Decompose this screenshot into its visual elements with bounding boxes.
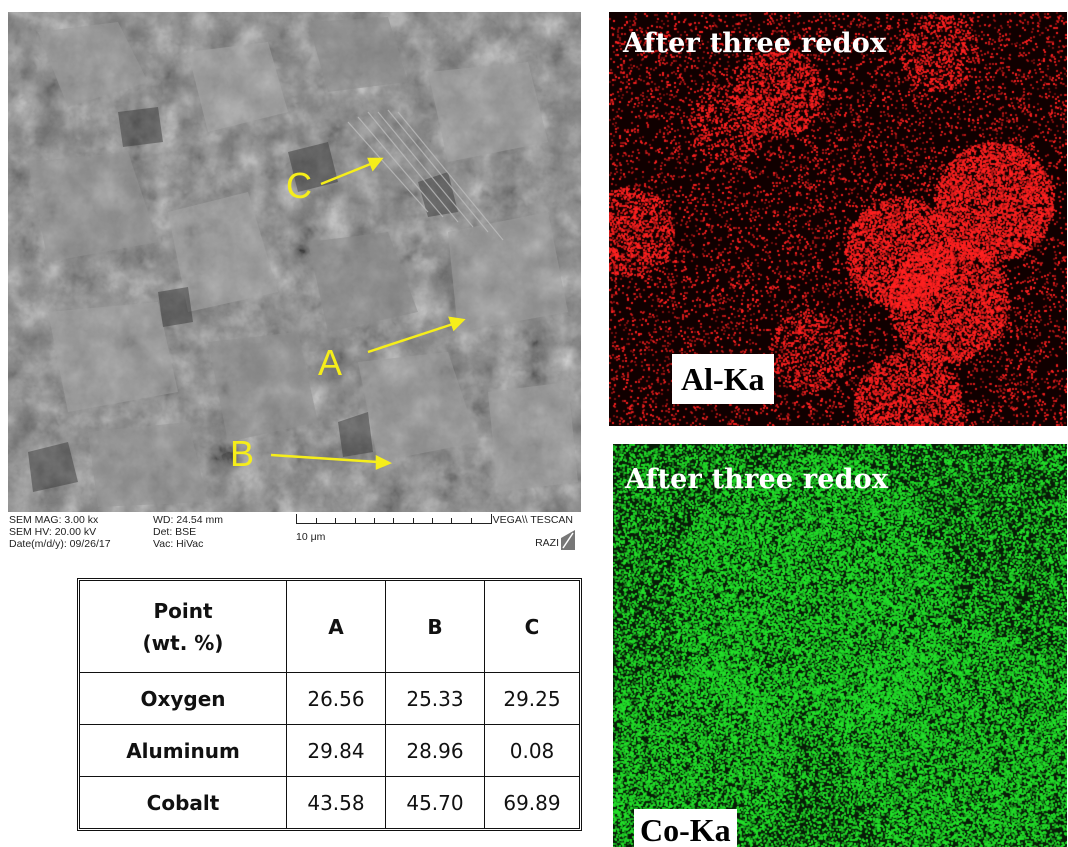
eds-element-label-co: Co-Ka [634, 809, 737, 847]
sem-image: C A B [8, 12, 581, 512]
eds-map-cobalt: After three redox Co-Ka [613, 444, 1067, 847]
row-label: Cobalt [79, 776, 287, 829]
sem-micrograph: C A B [8, 12, 581, 512]
table-cell: 69.89 [484, 776, 580, 829]
eds-map-aluminum: After three redox Al-Ka [609, 12, 1067, 426]
sem-mag: SEM MAG: 3.00 kx [9, 514, 99, 526]
header-point: Point (wt. %) [79, 580, 287, 673]
row-label: Aluminum [79, 724, 287, 777]
table-row: Cobalt 43.58 45.70 69.89 [79, 776, 580, 829]
header-point-line1: Point [153, 598, 213, 623]
table-cell: 0.08 [484, 724, 580, 777]
eds-element-label-al: Al-Ka [672, 354, 774, 404]
eds-title-al: After three redox [623, 28, 887, 59]
table-cell: 45.70 [385, 776, 485, 829]
sem-wd: WD: 24.54 mm [153, 514, 224, 526]
header-point-line2: (wt. %) [142, 630, 224, 655]
table-cell: 29.25 [484, 672, 580, 725]
sem-vac: Vac: HiVac [153, 538, 204, 550]
arrow-b [270, 453, 379, 464]
scale-bar [296, 514, 492, 524]
sem-date: Date(m/d/y): 09/26/17 [9, 538, 111, 550]
table-cell: 25.33 [385, 672, 485, 725]
sem-info-bar: SEM MAG: 3.00 kx SEM HV: 20.00 kV Date(m… [8, 512, 581, 564]
label-b: B [230, 433, 254, 474]
eds-title-co: After three redox [625, 464, 889, 495]
table-header-row: Point (wt. %) A B C [79, 580, 580, 673]
instrument-name: VEGA\\ TESCAN [492, 514, 573, 526]
lab-name: RAZI [535, 537, 559, 549]
table-cell: 28.96 [385, 724, 485, 777]
table-cell: 43.58 [286, 776, 386, 829]
table-row: Oxygen 26.56 25.33 29.25 [79, 672, 580, 725]
scale-label: 10 μm [296, 531, 326, 543]
row-label: Oxygen [79, 672, 287, 725]
arrow-a [367, 322, 454, 354]
label-a: A [318, 342, 342, 383]
razi-logo-icon [561, 530, 575, 550]
table-cell: 29.84 [286, 724, 386, 777]
header-col-c: C [484, 580, 580, 673]
label-c: C [286, 165, 312, 206]
header-col-a: A [286, 580, 386, 673]
composition-table: Point (wt. %) A B C Oxygen 26.56 25.33 2… [77, 578, 582, 831]
table-row: Aluminum 29.84 28.96 0.08 [79, 724, 580, 777]
sem-det: Det: BSE [153, 526, 197, 538]
arrow-c [320, 161, 374, 186]
eds-dots-co [613, 444, 1067, 847]
header-col-b: B [385, 580, 485, 673]
table-cell: 26.56 [286, 672, 386, 725]
sem-hv: SEM HV: 20.00 kV [9, 526, 97, 538]
